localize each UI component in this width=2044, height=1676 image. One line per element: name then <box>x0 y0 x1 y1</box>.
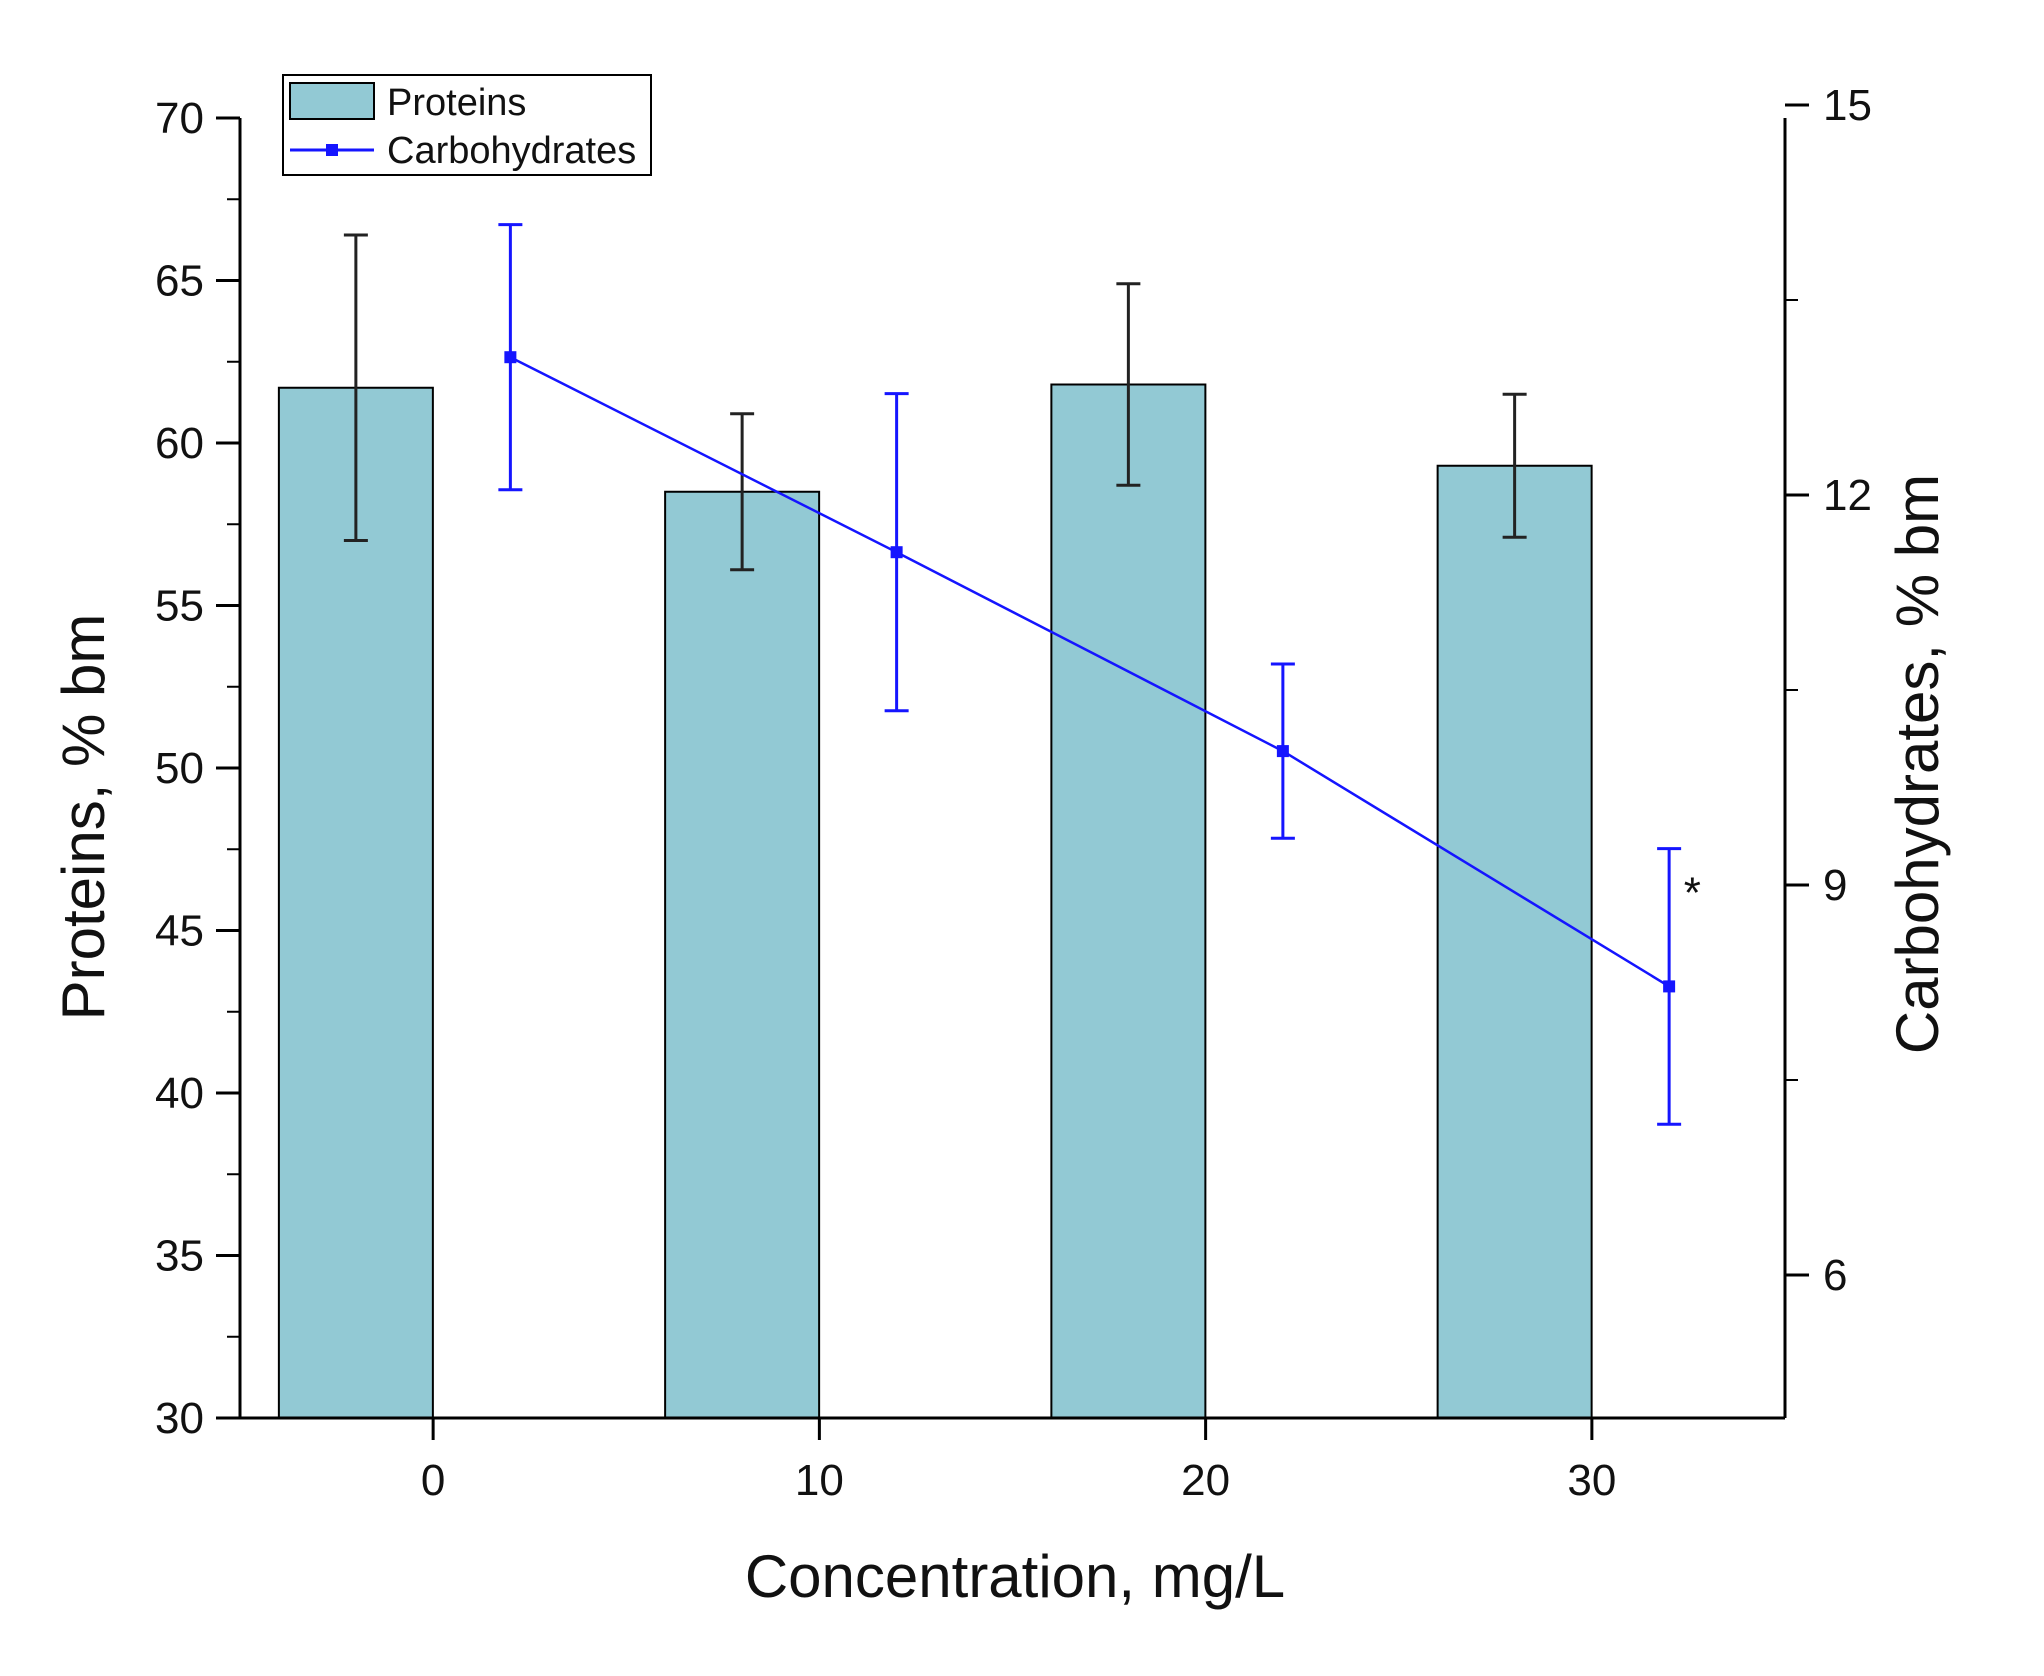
significance-asterisk: * <box>1684 869 1701 918</box>
protein-bar <box>664 490 821 1419</box>
x-tick-label: 10 <box>795 1456 844 1505</box>
protein-bar <box>1050 383 1207 1419</box>
carbohydrate-point <box>504 351 517 364</box>
tick-labels: 30 35 40 45 50 55 60 65 70 6 9 12 15 0 10 20 30 <box>155 81 1872 1505</box>
annotations: * <box>1684 869 1701 918</box>
y-left-tick-label: 50 <box>155 744 204 793</box>
y-right-tick-label: 12 <box>1823 471 1872 520</box>
y-right-tick-label: 6 <box>1823 1251 1847 1300</box>
protein-bar <box>1436 464 1593 1419</box>
protein-bars <box>277 383 1593 1419</box>
y-left-tick-label: 30 <box>155 1394 204 1443</box>
carbohydrate-line <box>509 356 1670 988</box>
y-left-tick-label: 70 <box>155 94 204 143</box>
y-left-tick-label: 40 <box>155 1069 204 1118</box>
x-tick-label: 30 <box>1567 1456 1616 1505</box>
x-tick-label: 20 <box>1181 1456 1230 1505</box>
legend-label-carbohydrates: Carbohydrates <box>387 130 636 172</box>
y-left-tick-label: 45 <box>155 907 204 956</box>
legend-marker-carbohydrates <box>326 144 338 156</box>
carbohydrate-point <box>1663 980 1676 993</box>
carbohydrate-series <box>498 223 1682 1126</box>
protein-error-bars <box>343 233 1527 572</box>
y-axis-title-right: Carbohydrates, % bm <box>1884 474 1951 1054</box>
x-tick-label: 0 <box>421 1456 445 1505</box>
y-right-tick-label: 9 <box>1823 861 1847 910</box>
legend-label-proteins: Proteins <box>387 82 526 124</box>
legend: Proteins Carbohydrates <box>282 74 652 176</box>
tick-marks <box>216 103 1809 1440</box>
legend-swatch-proteins <box>289 82 375 120</box>
carbohydrate-point <box>890 546 903 559</box>
carbohydrate-point <box>1276 745 1289 758</box>
y-left-tick-label: 55 <box>155 582 204 631</box>
y-right-tick-label: 15 <box>1823 81 1872 130</box>
protein-bar <box>277 386 434 1419</box>
y-axis-title-left: Proteins, % bm <box>50 614 117 1021</box>
x-axis-title: Concentration, mg/L <box>745 1543 1285 1610</box>
y-left-tick-label: 60 <box>155 419 204 468</box>
y-left-tick-label: 65 <box>155 257 204 306</box>
y-left-tick-label: 35 <box>155 1232 204 1281</box>
